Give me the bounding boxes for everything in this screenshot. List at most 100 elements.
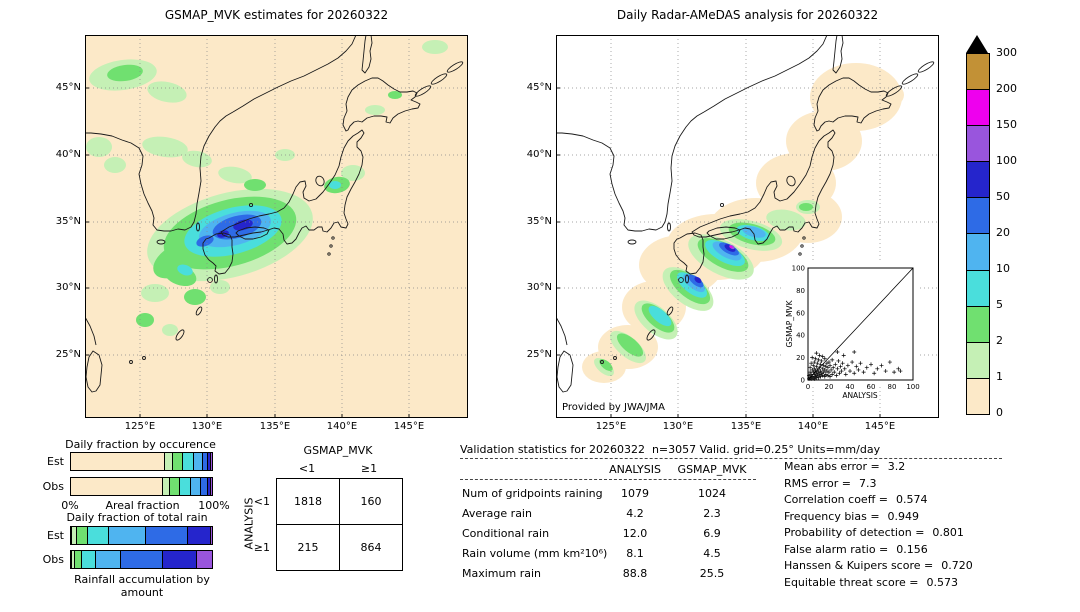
svg-text:40: 40 — [846, 383, 855, 391]
stats-row: Maximum rain 88.8 25.5 — [460, 567, 1008, 582]
gsmap-precipitation-map — [85, 35, 468, 418]
diagonal-line — [807, 267, 914, 381]
contingency-col-label: <1 — [298, 462, 316, 475]
stats-col-gsmap: GSMAP_MVK — [677, 463, 747, 476]
metric-value: 0.801 — [932, 526, 964, 539]
metric-row: Probability of detection = 0.801 — [784, 526, 1010, 539]
metric-value: 0.574 — [896, 493, 928, 506]
metric-value: 0.949 — [887, 510, 920, 523]
stats-row: Num of gridpoints raining 1079 1024 — [460, 487, 1008, 502]
areal-axis-100: 100% — [198, 499, 230, 512]
contingency-col-header: GSMAP_MVK — [303, 444, 373, 457]
colorbar-tick-labels: 0 1 2 5 10 20 50 100 150 200 300 — [996, 46, 1017, 419]
left-lon-tick: 145°E — [393, 421, 425, 432]
colorbar-over-triangle — [966, 35, 988, 53]
left-lon-tick: 130°E — [191, 421, 223, 432]
svg-text:20: 20 — [825, 383, 834, 391]
right-lat-tick: 25°N — [526, 349, 552, 360]
left-lat-tick: 30°N — [55, 282, 81, 293]
right-lon-tick: 130°E — [662, 421, 694, 432]
right-map-title: Daily Radar-AMeDAS analysis for 20260322 — [616, 8, 879, 22]
contingency-row-header: ANALYSIS — [242, 497, 256, 550]
metric-row: Equitable threat score = 0.573 — [784, 576, 1010, 589]
metric-value: 0.573 — [926, 576, 958, 589]
metric-label: Mean abs error = — [784, 460, 880, 473]
totalrain-est-bar — [70, 526, 213, 545]
stats-row-analysis: 8.1 — [626, 547, 644, 560]
contingency-row-label: ≥1 — [253, 541, 270, 554]
stats-row-label: Num of gridpoints raining — [462, 487, 603, 500]
stats-row: Rain volume (mm km²10⁶) 8.1 4.5 — [460, 547, 1008, 562]
right-lon-tick: 125°E — [595, 421, 627, 432]
stats-col-analysis: ANALYSIS — [609, 463, 661, 476]
stats-row-analysis: 12.0 — [622, 527, 648, 540]
left-lon-tick: 125°E — [124, 421, 156, 432]
colorbar — [966, 53, 990, 415]
metric-label: Probability of detection = — [784, 526, 925, 539]
metric-row: Frequency bias = 0.949 — [784, 510, 1010, 523]
left-lon-tick: 135°E — [259, 421, 291, 432]
stats-row-label: Rain volume (mm km²10⁶) — [462, 547, 608, 560]
metric-value: 3.2 — [887, 460, 906, 473]
svg-text:0: 0 — [806, 383, 810, 391]
stats-row-label: Average rain — [462, 507, 532, 520]
right-lon-tick: 140°E — [797, 421, 829, 432]
svg-text:60: 60 — [867, 383, 876, 391]
totalrain-est-label: Est — [47, 529, 64, 542]
totalrain-chart-title: Daily fraction of total rain — [66, 511, 208, 524]
metric-row: Correlation coeff = 0.574 — [784, 493, 1010, 506]
occurrence-est-bar — [70, 452, 213, 471]
divider — [460, 479, 756, 480]
svg-text:60: 60 — [796, 309, 805, 317]
right-lat-tick: 40°N — [526, 149, 552, 160]
contingency-table: 1818 160 215 864 — [276, 478, 403, 571]
metric-label: Correlation coeff = — [784, 493, 888, 506]
contingency-row-label: <1 — [253, 495, 270, 508]
totalrain-obs-bar — [70, 550, 213, 569]
contingency-cell: 1818 — [276, 478, 340, 525]
areal-axis-0: 0% — [61, 499, 79, 512]
metric-value: 0.156 — [896, 543, 928, 556]
stats-row-gsmap: 2.3 — [703, 507, 721, 520]
metric-label: Frequency bias = — [784, 510, 880, 523]
left-lat-tick: 40°N — [55, 149, 81, 160]
left-lat-tick: 35°N — [55, 216, 81, 227]
right-lat-tick: 30°N — [526, 282, 552, 293]
totalrain-caption: Rainfall accumulation by amount — [74, 573, 210, 599]
left-lat-tick: 45°N — [55, 82, 81, 93]
stats-row-gsmap: 1024 — [698, 487, 726, 500]
left-map-title: GSMAP_MVK estimates for 20260322 — [164, 8, 389, 22]
stats-row-gsmap: 4.5 — [703, 547, 721, 560]
stats-row-analysis: 4.2 — [626, 507, 644, 520]
occurrence-obs-label: Obs — [42, 480, 64, 493]
stats-row-gsmap: 25.5 — [699, 567, 725, 580]
radar-amedas-map: 00 20 20 40 40 60 60 80 80 100 100 ANALYSIS GSMAP_… — [556, 35, 939, 418]
svg-text:20: 20 — [796, 354, 805, 362]
svg-text:100: 100 — [792, 265, 805, 273]
inset-xlabel: ANALYSIS — [842, 391, 878, 400]
inset-scatter-plot: 00 20 20 40 40 60 60 80 80 100 100 ANALYSIS GSMAP_… — [782, 262, 920, 400]
occurrence-est-label: Est — [47, 455, 64, 468]
totalrain-obs-label: Obs — [42, 553, 64, 566]
occurrence-chart-title: Daily fraction by occurence — [65, 438, 216, 451]
stats-row-analysis: 1079 — [621, 487, 649, 500]
metric-row: Mean abs error = 3.2 — [784, 460, 1010, 473]
metric-value: 0.720 — [941, 559, 973, 572]
radar-precip-shading — [594, 200, 820, 376]
contingency-cell: 864 — [339, 524, 403, 571]
occurrence-obs-bar — [70, 477, 213, 496]
stats-row-analysis: 88.8 — [622, 567, 648, 580]
left-lat-tick: 25°N — [55, 349, 81, 360]
contingency-cell: 215 — [276, 524, 340, 571]
stats-row-gsmap: 6.9 — [703, 527, 721, 540]
stats-row-label: Conditional rain — [462, 527, 550, 540]
divider — [460, 458, 1002, 459]
right-lat-tick: 35°N — [526, 216, 552, 227]
svg-text:80: 80 — [796, 287, 805, 295]
metric-label: Hanssen & Kuipers score = — [784, 559, 934, 572]
stats-row: Conditional rain 12.0 6.9 — [460, 527, 1008, 542]
right-lat-tick: 45°N — [526, 82, 552, 93]
metric-label: RMS error = — [784, 477, 851, 490]
contingency-col-label: ≥1 — [360, 462, 378, 475]
